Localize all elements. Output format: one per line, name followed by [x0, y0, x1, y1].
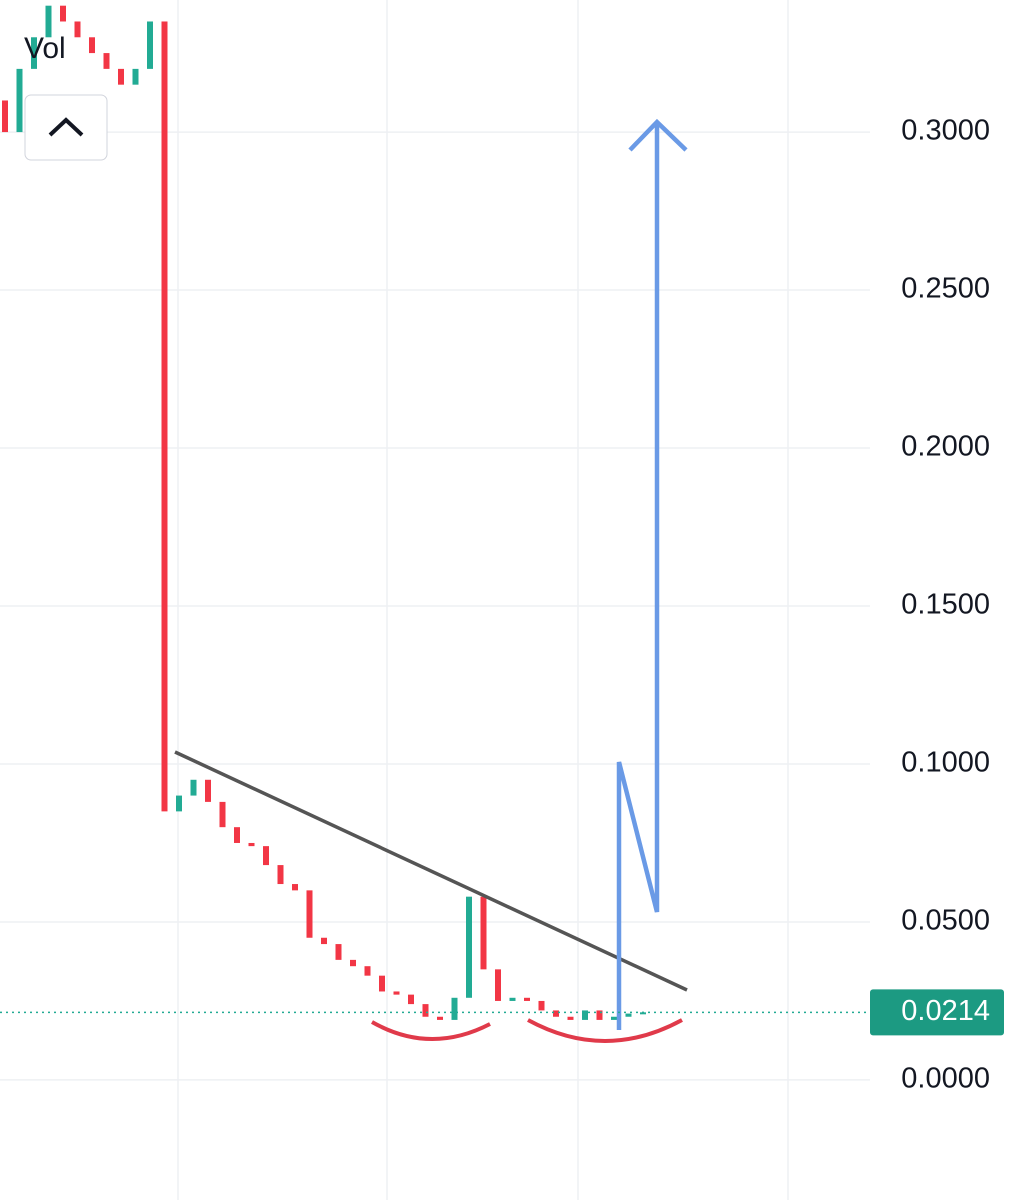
candle-body [132, 68, 139, 85]
candle-body [74, 21, 81, 38]
candle-body [393, 991, 400, 995]
y-tick-label: 0.3000 [901, 115, 990, 147]
candle-body [437, 1016, 443, 1020]
grid [0, 131, 870, 1081]
candle-body [466, 896, 472, 998]
y-tick-label: 0.1500 [901, 589, 990, 621]
candle-body [350, 959, 356, 967]
candle-body [408, 994, 414, 1005]
candle-body [60, 5, 66, 22]
arc [527, 1018, 683, 1043]
candle-body [234, 827, 240, 843]
candle-body [480, 896, 487, 970]
arc [371, 1020, 491, 1041]
candle-body [379, 975, 385, 992]
candle-body [161, 21, 168, 812]
y-tick-label: 0.1000 [901, 747, 990, 779]
candle-body [292, 884, 298, 891]
candle-body [248, 842, 255, 847]
candle-body [147, 21, 153, 69]
trendline [174, 750, 688, 992]
candle-body [509, 997, 516, 1001]
candles [2, 5, 646, 1020]
candle-body [335, 944, 342, 960]
candle-body [277, 865, 284, 885]
candle-body [567, 1016, 574, 1020]
vertical-grid [177, 0, 789, 1200]
candle-body [611, 1016, 617, 1020]
candle-body [364, 966, 371, 976]
candle-body [176, 795, 182, 812]
volume-label: Vol [24, 32, 66, 65]
y-tick-label: 0.0500 [901, 905, 990, 937]
candle-body [596, 1010, 603, 1020]
last-price-label: 0.0214 [901, 995, 990, 1027]
candle-body [640, 1012, 646, 1015]
candle-body [582, 1010, 588, 1020]
candle-body [2, 100, 8, 133]
candle-body [16, 68, 23, 133]
y-tick-label: 0.2500 [901, 273, 990, 305]
candle-body [538, 1000, 545, 1011]
candle-body [553, 1010, 559, 1017]
candle-body [89, 37, 95, 54]
candle-body [625, 1013, 632, 1017]
y-tick-label: 0.0000 [901, 1063, 990, 1095]
candle-body [422, 1004, 429, 1017]
candle-body [451, 997, 458, 1020]
y-tick-label: 0.2000 [901, 431, 990, 463]
candle-body [45, 5, 52, 38]
candle-body [31, 37, 37, 69]
last-price-tag [870, 989, 1004, 1036]
candle-body [524, 997, 530, 1001]
candle-body [306, 890, 313, 938]
candle-body [103, 53, 110, 69]
chevron-icon [48, 117, 84, 137]
candle-body [495, 969, 501, 1001]
candle-body [205, 779, 211, 802]
projection-arrow [616, 118, 688, 1030]
candle-body [118, 68, 124, 85]
candle-body [263, 846, 269, 866]
price-axis: 0.0000 0.0500 0.1000 0.1500 0.2000 0.2500 0.30… [0, 115, 1004, 1095]
collapse-button[interactable] [24, 94, 108, 161]
candle-body [190, 779, 197, 796]
candle-body [219, 801, 226, 828]
candle-body [321, 937, 327, 945]
